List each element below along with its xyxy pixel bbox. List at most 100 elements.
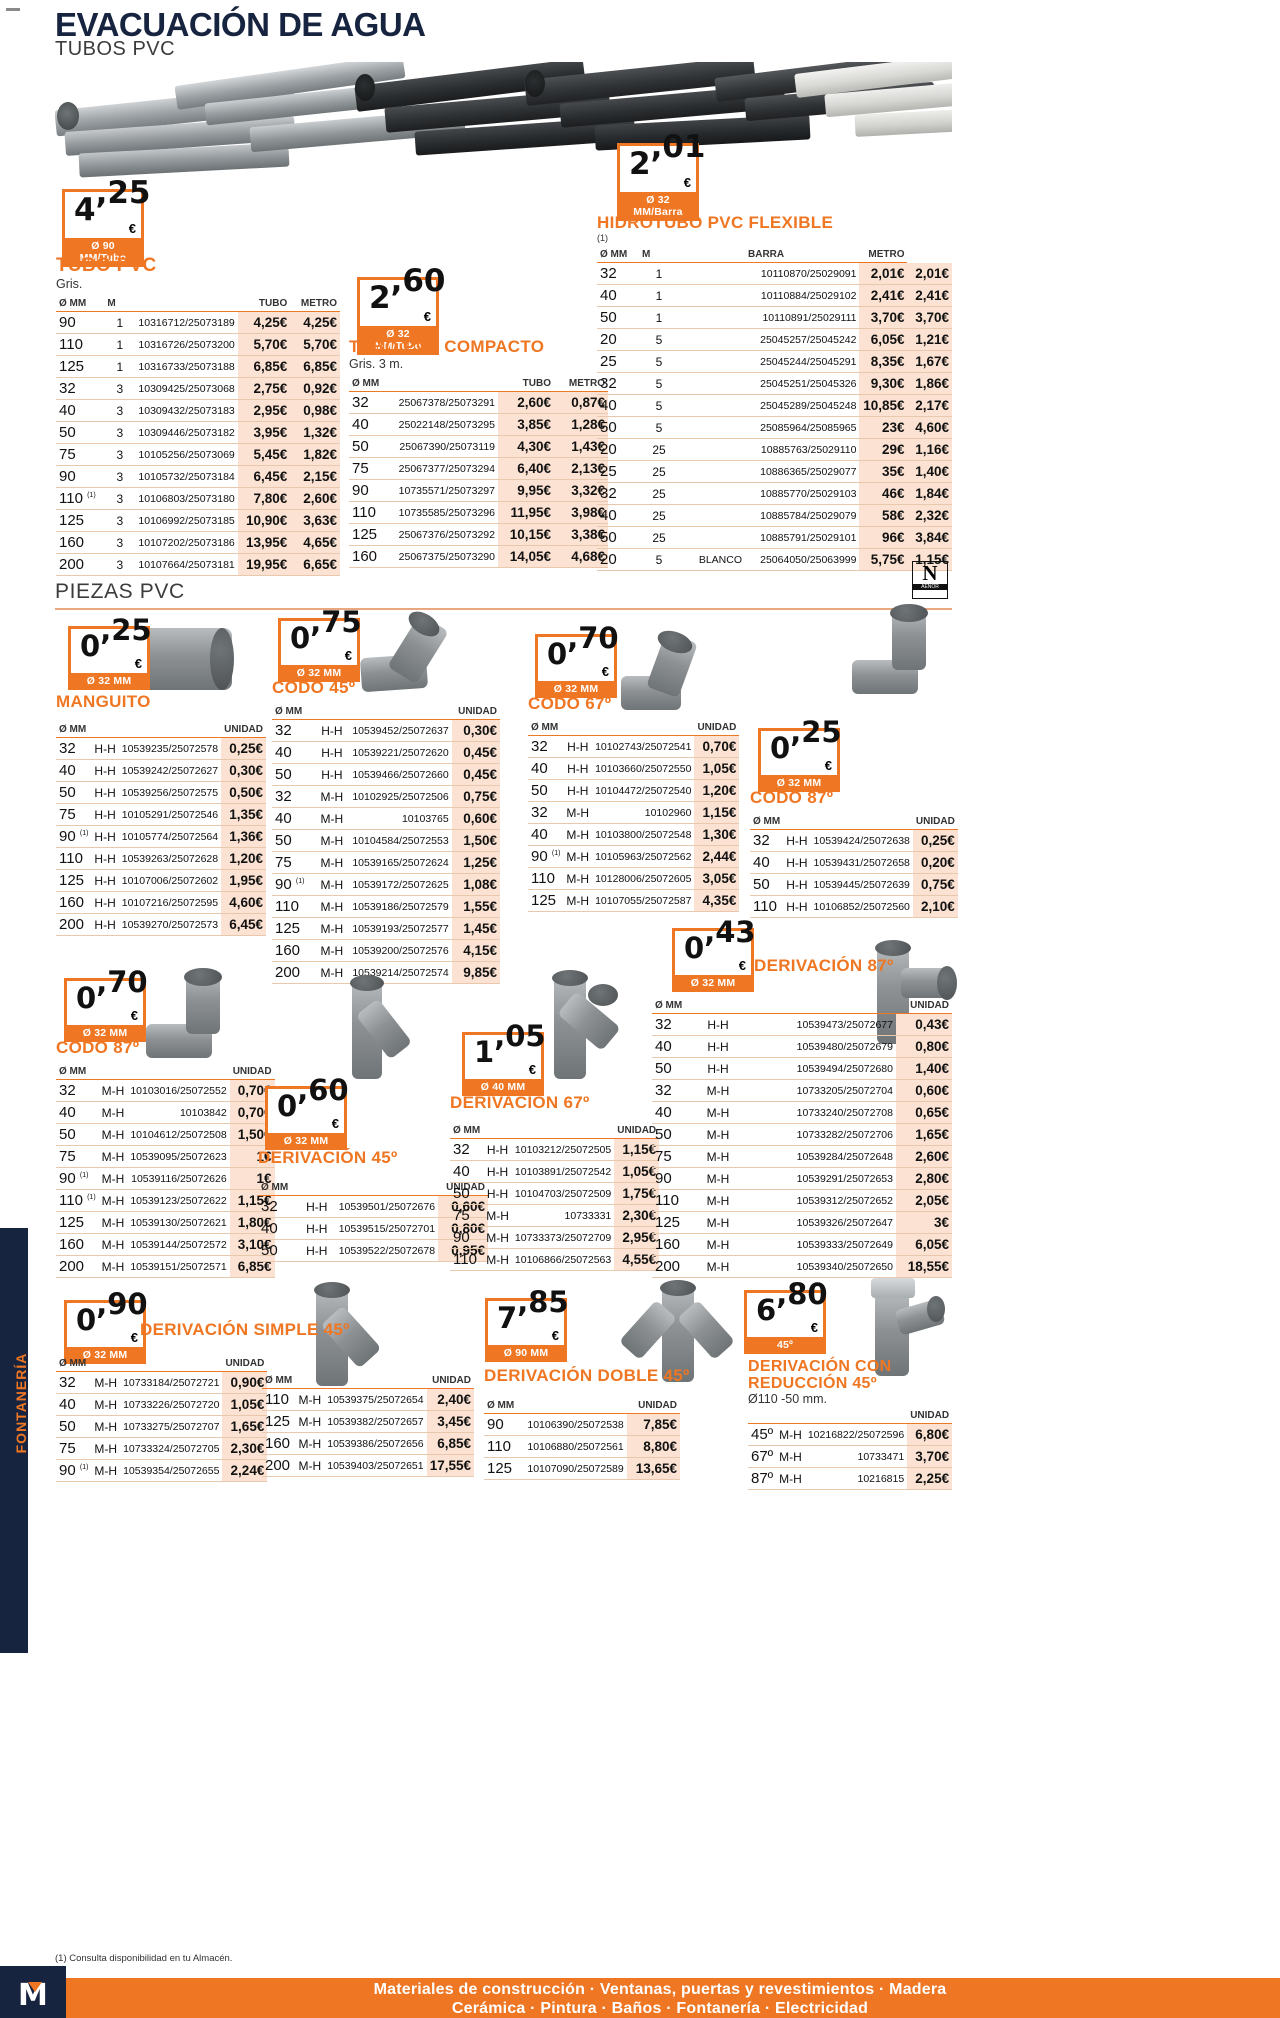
cell-value: H-H	[698, 1035, 738, 1058]
price-cents: ,85	[517, 1285, 569, 1320]
cell-code: 10539494/25072680	[738, 1057, 896, 1080]
cell-value: M-H	[98, 1233, 128, 1256]
column-header: Ø MM	[528, 722, 564, 736]
cell-code: 10539116/25072626	[127, 1167, 230, 1190]
cell-price: 1,84€	[907, 482, 952, 505]
table-row: 125 10107090/25072589 13,65€	[484, 1457, 680, 1480]
cell-price: 4,60€	[221, 891, 266, 914]
table-row: 40 H-H 10103891/25072542 1,05€	[450, 1160, 660, 1183]
column-header: Ø MM	[652, 1000, 698, 1014]
cell-code: 10885770/25029103	[745, 482, 860, 505]
cell-code: 10733324/25072705	[120, 1437, 223, 1460]
cell-code: 10539480/25072679	[738, 1035, 896, 1058]
table-row: 75 M-H 10733331 2,30€	[450, 1204, 660, 1227]
cell-value: 40	[597, 504, 639, 527]
table-row: 20 25 10885763/25029110 29€ 1,16€	[597, 438, 952, 461]
cell-value: 200	[652, 1255, 698, 1278]
cell-value: H-H	[563, 757, 593, 780]
cell-price: 1,65€	[896, 1123, 952, 1146]
cell-price: 2,60€	[498, 391, 554, 414]
cell-value: 3	[104, 553, 136, 576]
cell-price: 6,85€	[237, 355, 291, 378]
cell-code: 10539466/25072660	[349, 763, 452, 786]
table-row: 110 H-H 10106852/25072560 2,10€	[750, 895, 958, 918]
cell-price: 0,43€	[896, 1013, 952, 1036]
cell-value: 160	[272, 939, 315, 962]
table-row: 32 M-H 10103016/25072552 0,70€	[56, 1079, 275, 1102]
cell-code: 10309446/25073182	[135, 421, 238, 444]
table-row: 50 3 10309446/25073182 3,95€ 1,32€	[56, 421, 340, 444]
table-row: 50 H-H 10539494/25072680 1,40€	[652, 1057, 952, 1080]
cell-value: 1	[104, 333, 136, 356]
table-row: 32 M-H 10102925/25072506 0,75€	[272, 785, 500, 808]
price-cents: ,25	[95, 174, 151, 211]
cell-value: 32	[597, 262, 639, 285]
cell-value: 32	[349, 391, 395, 414]
spine-tick	[6, 8, 20, 11]
cell-value: 32	[56, 737, 92, 760]
cell-value	[679, 438, 745, 461]
cell-code: 10107202/25073186	[135, 531, 238, 554]
cell-value: M-H	[295, 1388, 325, 1411]
table-row: 40 M-H 10103842 0,70€	[56, 1101, 275, 1124]
cell-price: 14,05€	[498, 545, 554, 568]
cell-code: 10886365/25029077	[745, 460, 860, 483]
cell-value: 90	[484, 1413, 525, 1436]
euro-symbol: €	[128, 221, 136, 236]
cell-code: 10103660/25072550	[592, 757, 695, 780]
cell-value: 3	[104, 509, 136, 532]
cell-price: 1€	[229, 1145, 275, 1168]
table-row: 50 1 10110891/25029111 3,70€ 3,70€	[597, 306, 952, 329]
cell-code: 25067390/25073119	[395, 435, 498, 458]
table-row: 110 M-H 10539312/25072652 2,05€	[652, 1189, 952, 1212]
cell-code: 10107664/25073181	[135, 553, 238, 576]
cell-price: 3,45€	[426, 1410, 474, 1433]
price-integer: 0	[770, 731, 791, 765]
cell-code: 10103891/25072542	[511, 1160, 615, 1183]
cell-value: 40	[56, 1101, 99, 1124]
cell-value: M-H	[698, 1233, 738, 1256]
cell-value: 40	[750, 851, 784, 874]
cell-code: 10110891/25029111	[745, 306, 860, 329]
price-cents: ,70	[567, 621, 619, 656]
cell-value: 1	[639, 284, 679, 307]
cell-value: 3	[104, 531, 136, 554]
cell-price: 4,15€	[451, 939, 500, 962]
table-row: 160 25067375/25073290 14,05€ 4,68€	[349, 545, 608, 568]
cell-value	[679, 350, 745, 373]
column-header	[748, 1410, 777, 1424]
cell-code: 10110870/25029091	[745, 262, 860, 285]
table-row: 40 H-H 10539242/25072627 0,30€	[56, 759, 266, 782]
cell-price: 1,16€	[907, 438, 952, 461]
cell-value: M-H	[563, 845, 593, 868]
cell-value: 3	[104, 399, 136, 422]
cell-price: 1,82€	[290, 443, 340, 466]
cell-value: M-H	[698, 1167, 738, 1190]
column-header: UNIDAD	[626, 1400, 680, 1414]
codo67-photo	[615, 626, 725, 714]
cell-price: 3,95€	[237, 421, 291, 444]
price-tag-deriv-reduccion: 6,80 € 45º	[744, 1280, 828, 1354]
cell-price: 3,70€	[859, 306, 908, 329]
column-header: Ø MM	[450, 1125, 484, 1139]
cell-code: 10539172/25072625	[349, 873, 452, 896]
table-row: 75 3 10105256/25073069 5,45€ 1,82€	[56, 443, 340, 466]
cell-value: 200	[262, 1454, 296, 1477]
cell-value: 32	[597, 372, 639, 395]
cell-value: 25	[597, 460, 639, 483]
cell-value: 25	[639, 504, 679, 527]
price-tag-caption: Ø 32 MM	[82, 1027, 128, 1039]
cell-value: 50	[56, 421, 105, 444]
column-header	[563, 722, 593, 736]
table-row: 75 M-H 10539284/25072648 2,60€	[652, 1145, 952, 1168]
cell-price: 2,15€	[290, 465, 340, 488]
cell-price: 2,01€	[859, 262, 908, 285]
table-row: 160 M-H 10539144/25072572 3,10€	[56, 1233, 275, 1256]
euro-symbol: €	[528, 1062, 536, 1077]
table-row: 160 M-H 10539200/25072576 4,15€	[272, 939, 500, 962]
cell-value: M-H	[776, 1467, 805, 1490]
cell-price: 2,75€	[237, 377, 291, 400]
table-row: 32 M-H 10733205/25072704 0,60€	[652, 1079, 952, 1102]
cell-value: 32	[258, 1195, 298, 1218]
cell-value: 75	[56, 443, 105, 466]
